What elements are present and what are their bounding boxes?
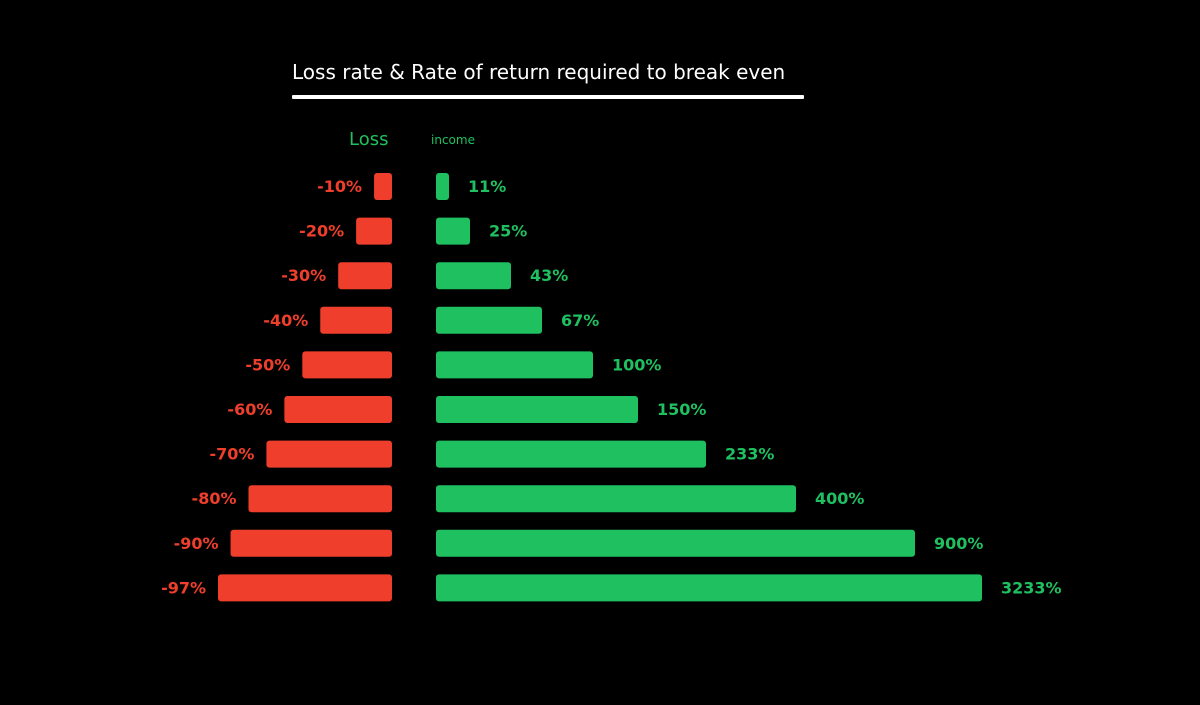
income-label: 900% (934, 534, 983, 553)
loss-bar (320, 306, 392, 334)
income-label: 233% (725, 445, 774, 464)
income-label: 100% (612, 355, 661, 374)
income-label: 11% (468, 177, 506, 196)
series-header-income: income (431, 133, 475, 147)
loss-label: -90% (174, 534, 219, 553)
loss-label: -20% (299, 222, 344, 241)
loss-bar (218, 574, 392, 602)
income-bar (436, 306, 542, 334)
loss-label: -10% (317, 177, 362, 196)
loss-label: -50% (245, 355, 290, 374)
loss-label: -60% (227, 400, 272, 419)
income-label: 400% (815, 489, 864, 508)
income-bar (436, 217, 470, 245)
loss-bar (230, 529, 392, 557)
loss-label: -80% (192, 489, 237, 508)
income-label: 25% (489, 222, 527, 241)
loss-bar (284, 396, 392, 423)
income-bar (436, 529, 915, 557)
income-bar (436, 351, 593, 379)
income-bar (436, 440, 706, 468)
loss-bar (302, 351, 392, 379)
loss-label: -70% (209, 445, 254, 464)
chart-title: Loss rate & Rate of return required to b… (292, 60, 786, 84)
income-label: 67% (561, 311, 599, 330)
series-header-loss: Loss (349, 129, 389, 150)
income-label: 3233% (1001, 578, 1062, 597)
loss-bar (266, 440, 392, 468)
loss-label: -30% (281, 266, 326, 285)
loss-bar (374, 173, 392, 200)
title-underline (292, 95, 804, 99)
loss-label: -40% (263, 311, 308, 330)
income-bar (436, 574, 982, 602)
income-bar (436, 173, 449, 200)
income-bar (436, 396, 638, 423)
income-bar (436, 485, 796, 513)
loss-bar (338, 262, 392, 290)
loss-label: -97% (161, 578, 206, 597)
loss-bar (248, 485, 392, 513)
income-label: 43% (530, 266, 568, 285)
loss-bar (356, 217, 392, 245)
income-label: 150% (657, 400, 706, 419)
income-bar (436, 262, 511, 290)
